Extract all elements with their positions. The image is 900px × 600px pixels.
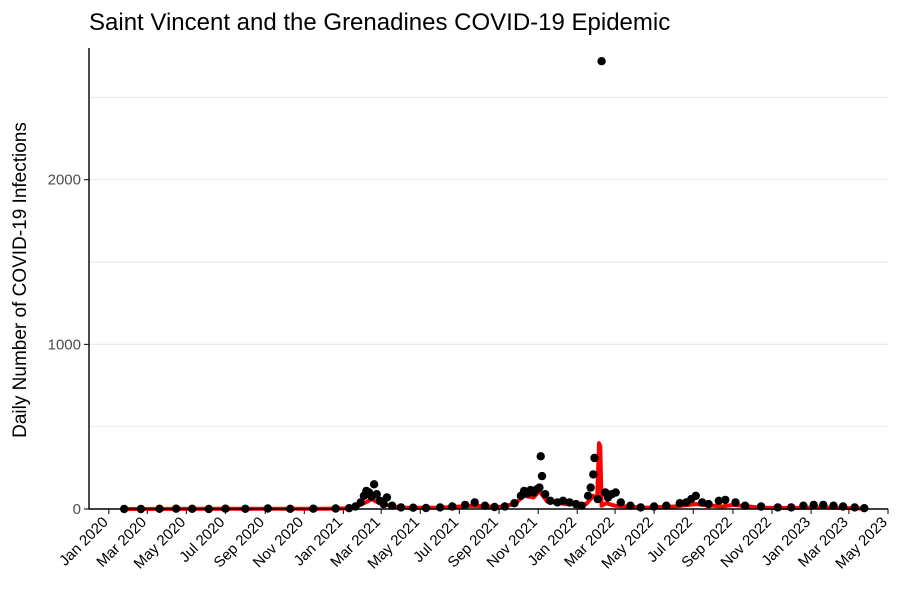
data-point-33 (490, 502, 499, 512)
data-point-61 (611, 488, 620, 497)
data-point-57 (597, 57, 606, 66)
chart-title: Saint Vincent and the Grenadines COVID-1… (89, 9, 670, 36)
data-point-22 (379, 499, 388, 509)
data-point-62 (616, 498, 625, 507)
data-point-19 (369, 480, 379, 489)
data-point-51 (577, 501, 586, 510)
data-point-49 (565, 498, 574, 507)
data-point-63 (626, 501, 635, 510)
data-point-83 (829, 501, 838, 510)
data-point-42 (535, 483, 544, 492)
data-point-52 (583, 491, 593, 500)
data-point-73 (714, 496, 723, 505)
data-point-32 (480, 501, 490, 510)
data-point-27 (421, 503, 431, 513)
data-point-75 (731, 498, 740, 507)
data-point-45 (541, 490, 550, 499)
data-point-48 (558, 496, 568, 505)
y-tick-label-0: 0 (73, 501, 81, 518)
data-point-12 (344, 504, 354, 513)
data-point-43 (536, 452, 545, 461)
data-point-79 (787, 503, 796, 512)
data-point-24 (387, 501, 397, 510)
data-point-35 (510, 499, 519, 508)
data-point-44 (537, 471, 547, 481)
data-point-82 (819, 500, 828, 510)
data-point-66 (662, 501, 671, 510)
data-point-46 (546, 496, 555, 505)
data-point-56 (593, 494, 602, 504)
y-axis-label: Daily Number of COVID-19 Infections (10, 122, 31, 438)
data-point-72 (704, 499, 713, 509)
trend-line (124, 441, 865, 511)
y-axis-ticks: 0 1000 2000 (48, 172, 89, 518)
data-point-26 (409, 503, 418, 512)
data-point-23 (382, 493, 392, 502)
data-point-30 (460, 500, 470, 510)
data-point-85 (850, 503, 859, 512)
points-series (120, 57, 869, 514)
data-point-78 (773, 503, 782, 512)
data-point-70 (691, 491, 700, 500)
data-point-54 (589, 470, 598, 479)
data-point-81 (809, 500, 818, 510)
data-point-74 (721, 495, 730, 505)
y-tick-label-1: 1000 (48, 336, 81, 353)
data-point-20 (372, 490, 381, 499)
data-point-28 (435, 503, 445, 512)
trend-series (124, 441, 865, 511)
data-point-86 (860, 504, 869, 513)
data-point-67 (675, 499, 684, 508)
data-point-53 (586, 483, 595, 492)
data-point-14 (356, 498, 365, 507)
data-point-64 (636, 503, 645, 512)
y-tick-label-2: 2000 (48, 172, 81, 189)
data-point-25 (396, 503, 406, 512)
data-point-80 (799, 501, 808, 510)
gridlines (89, 96, 888, 428)
data-point-71 (698, 498, 707, 507)
data-point-31 (470, 498, 479, 507)
data-point-76 (740, 501, 750, 510)
data-point-55 (590, 453, 599, 463)
